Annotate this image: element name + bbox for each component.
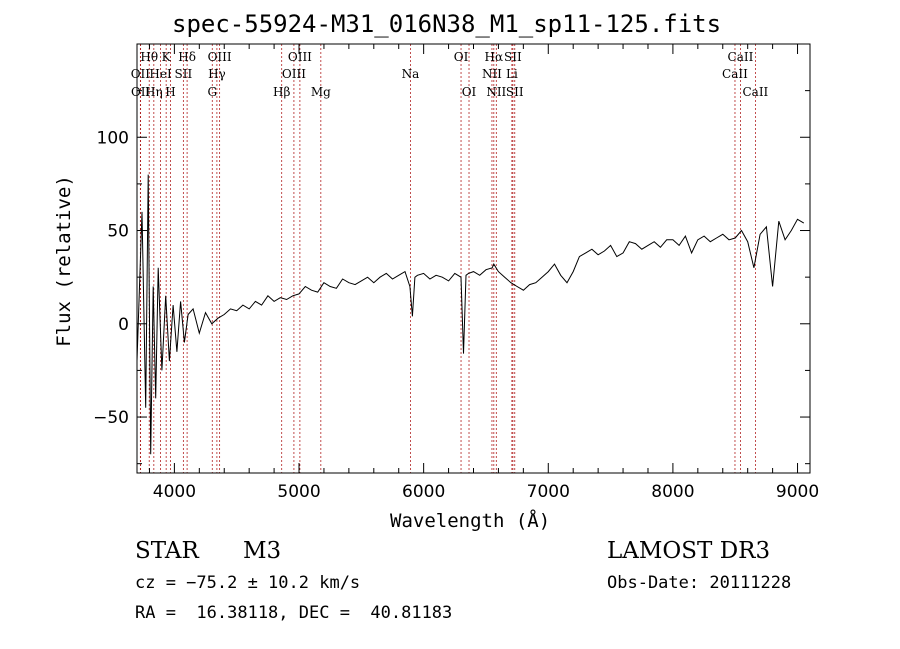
marker-label: SII [504,50,522,64]
survey-name: LAMOST DR3 [607,538,771,564]
marker-label: K [162,50,172,64]
x-tick-label: 5000 [277,482,320,502]
marker-label: Hβ [273,85,290,99]
observation-date: Obs-Date: 20111228 [607,573,792,593]
chart-title: spec-55924-M31_016N38_M1_sp11-125.fits [172,10,722,38]
marker-label: OI [454,50,469,64]
marker-label: CaII [728,50,754,64]
marker-label: CaII [742,85,768,99]
marker-label: NII [482,67,502,81]
object-subclass: M3 [243,538,282,564]
marker-label: Hδ [178,50,196,64]
x-tick-label: 8000 [651,482,694,502]
marker-label: HeI [149,67,172,81]
redshift-value: cz = −75.2 ± 10.2 km/s [135,573,361,593]
marker-label: OII [131,85,151,99]
coordinates: RA = 16.38118, DEC = 40.81183 [135,603,453,623]
marker-label: Na [402,67,420,81]
marker-label: Li [506,67,518,81]
emission-line-labels: OIIOIIHθHηHeIKHSIIHδGHγOIIIHβOIIIOIIIMgN… [131,50,769,99]
y-tick-label: 50 [107,222,129,242]
spectrum-line [136,174,805,455]
y-tick-label: 100 [97,128,129,148]
marker-label: H [165,85,175,99]
marker-label: NII [486,85,506,99]
marker-label: CaII [722,67,748,81]
x-axis-label: Wavelength (Å) [390,510,551,532]
x-tick-label: 7000 [527,482,570,502]
marker-label: OI [462,85,477,99]
x-tick-label: 6000 [402,482,445,502]
marker-label: Mg [311,85,331,99]
x-tick-label: 9000 [776,482,819,502]
marker-label: Hθ [140,50,158,64]
x-tick-label: 4000 [153,482,196,502]
x-axis-ticks: 4000 5000 6000 7000 8000 9000 [148,44,819,502]
marker-label: OIII [288,50,312,64]
marker-label: SII [175,67,193,81]
marker-label: Hη [145,85,163,99]
plot-frame [136,43,811,474]
y-axis-label: Flux (relative) [53,175,75,347]
emission-line-markers [139,44,756,473]
y-tick-label: −50 [93,408,129,428]
marker-label: OIII [282,67,306,81]
marker-label: Hγ [208,67,226,81]
y-tick-label: 0 [118,315,129,335]
object-class: STAR [135,538,199,564]
marker-label: OII [131,67,151,81]
marker-label: SII [506,85,524,99]
y-axis-ticks: −50 0 50 100 [93,90,810,465]
marker-label: G [207,85,217,99]
marker-label: OIII [208,50,232,64]
marker-label: Hα [485,50,504,64]
